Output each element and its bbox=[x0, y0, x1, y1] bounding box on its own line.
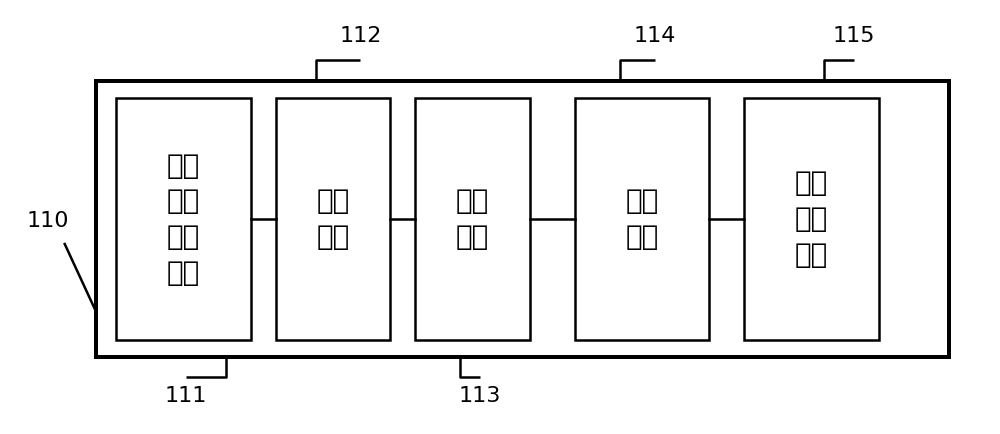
Bar bbox=[575, 99, 709, 340]
Text: 114: 114 bbox=[633, 26, 676, 46]
Text: 111: 111 bbox=[165, 386, 207, 406]
Bar bbox=[96, 81, 949, 357]
Bar bbox=[744, 99, 879, 340]
Text: 采样
单元: 采样 单元 bbox=[625, 187, 659, 251]
Text: 112: 112 bbox=[339, 26, 382, 46]
Bar bbox=[116, 99, 251, 340]
Bar bbox=[415, 99, 530, 340]
Text: 低频
磁场
感应
单元: 低频 磁场 感应 单元 bbox=[167, 151, 200, 287]
Text: 滤波
单元: 滤波 单元 bbox=[316, 187, 350, 251]
Text: 110: 110 bbox=[27, 211, 70, 231]
Text: 模数
转换
单元: 模数 转换 单元 bbox=[795, 169, 828, 269]
Text: 113: 113 bbox=[459, 386, 501, 406]
Bar bbox=[276, 99, 390, 340]
Text: 放大
单元: 放大 单元 bbox=[456, 187, 489, 251]
Text: 115: 115 bbox=[833, 26, 875, 46]
